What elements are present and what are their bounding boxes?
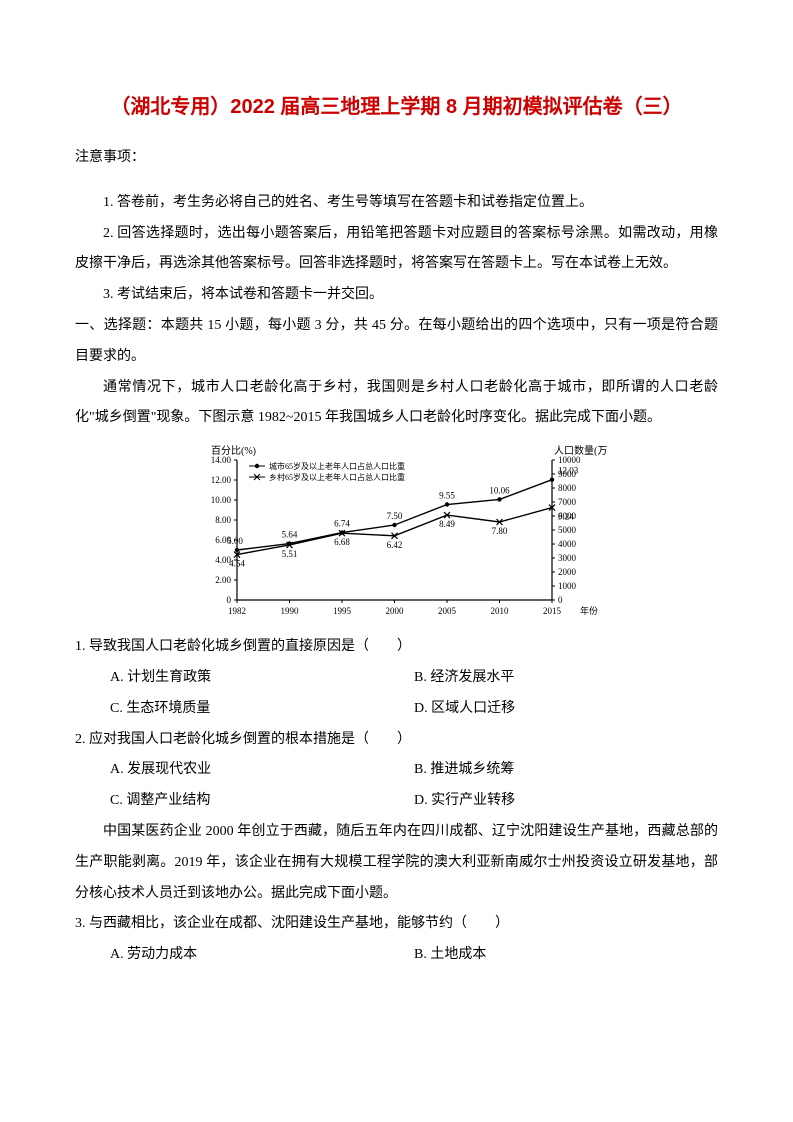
svg-text:1995: 1995	[333, 606, 352, 616]
notice-item-1: 1. 答卷前，考生务必将自己的姓名、考生号等填写在答题卡和试卷指定位置上。	[75, 188, 718, 219]
aging-chart: 百分比(%)人口数量(万人)02.004.006.008.0010.0012.0…	[187, 442, 607, 622]
question-2-options-row1: A. 发展现代农业 B. 推进城乡统筹	[75, 755, 718, 786]
svg-text:5.00: 5.00	[227, 536, 243, 546]
question-1-options-row2: C. 生态环境质量 D. 区域人口迁移	[75, 694, 718, 725]
svg-text:12.00: 12.00	[210, 475, 231, 485]
svg-text:乡村65岁及以上老年人口占总人口比重: 乡村65岁及以上老年人口占总人口比重	[269, 472, 405, 482]
svg-text:14.00: 14.00	[210, 455, 231, 465]
exam-title: （湖北专用）2022 届高三地理上学期 8 月期初模拟评估卷（三）	[75, 90, 718, 119]
svg-text:2000: 2000	[558, 567, 577, 577]
svg-text:0: 0	[558, 595, 563, 605]
svg-text:9.24: 9.24	[558, 512, 574, 522]
svg-text:5.51: 5.51	[281, 549, 297, 559]
svg-text:5000: 5000	[558, 525, 577, 535]
svg-text:1990: 1990	[280, 606, 299, 616]
svg-text:9.55: 9.55	[439, 491, 455, 501]
passage-2: 中国某医药企业 2000 年创立于西藏，随后五年内在四川成都、辽宁沈阳建设生产基…	[75, 817, 718, 909]
notice-item-2: 2. 回答选择题时，选出每小题答案后，用铅笔把答题卡对应题目的答案标号涂黑。如需…	[75, 219, 718, 281]
section-header: 一、选择题：本题共 15 小题，每小题 3 分，共 45 分。在每小题给出的四个…	[75, 311, 718, 373]
notice-label: 注意事项：	[75, 143, 718, 174]
question-3-options-row1: A. 劳动力成本 B. 土地成本	[75, 940, 718, 971]
question-2-stem: 2. 应对我国人口老龄化城乡倒置的根本措施是（ ）	[75, 725, 718, 756]
svg-text:1000: 1000	[558, 581, 577, 591]
svg-text:3000: 3000	[558, 553, 577, 563]
question-2-options-row2: C. 调整产业结构 D. 实行产业转移	[75, 786, 718, 817]
svg-text:7000: 7000	[558, 497, 577, 507]
q3-option-b: B. 土地成本	[414, 940, 718, 971]
svg-text:2000: 2000	[385, 606, 404, 616]
svg-text:6.74: 6.74	[334, 519, 350, 529]
q2-option-d: D. 实行产业转移	[414, 786, 718, 817]
chart-svg: 百分比(%)人口数量(万人)02.004.006.008.0010.0012.0…	[187, 442, 607, 622]
svg-text:年份: 年份	[580, 605, 598, 616]
q2-option-c: C. 调整产业结构	[110, 786, 414, 817]
question-1-stem: 1. 导致我国人口老龄化城乡倒置的直接原因是（ ）	[75, 632, 718, 663]
svg-text:10.00: 10.00	[210, 495, 231, 505]
q2-option-a: A. 发展现代农业	[110, 755, 414, 786]
svg-text:7.80: 7.80	[491, 526, 507, 536]
notice-item-3: 3. 考试结束后，将本试卷和答题卡一并交回。	[75, 280, 718, 311]
svg-text:8.00: 8.00	[215, 515, 231, 525]
svg-text:2015: 2015	[543, 606, 562, 616]
svg-text:12.03: 12.03	[558, 466, 579, 476]
question-1-options-row1: A. 计划生育政策 B. 经济发展水平	[75, 663, 718, 694]
q1-option-b: B. 经济发展水平	[414, 663, 718, 694]
svg-text:7.50: 7.50	[386, 511, 402, 521]
svg-text:1982: 1982	[228, 606, 246, 616]
svg-text:10.06: 10.06	[489, 486, 510, 496]
svg-text:10000: 10000	[558, 455, 581, 465]
question-3-stem: 3. 与西藏相比，该企业在成都、沈阳建设生产基地，能够节约（ ）	[75, 909, 718, 940]
q1-option-d: D. 区域人口迁移	[414, 694, 718, 725]
svg-text:2005: 2005	[438, 606, 457, 616]
q3-option-a: A. 劳动力成本	[110, 940, 414, 971]
svg-text:4.54: 4.54	[229, 559, 245, 569]
svg-text:2010: 2010	[490, 606, 509, 616]
q2-option-b: B. 推进城乡统筹	[414, 755, 718, 786]
svg-text:城市65岁及以上老年人口占总人口比重: 城市65岁及以上老年人口占总人口比重	[269, 461, 405, 471]
passage-1: 通常情况下，城市人口老龄化高于乡村，我国则是乡村人口老龄化高于城市，即所谓的人口…	[75, 373, 718, 435]
svg-text:2.00: 2.00	[215, 575, 231, 585]
svg-text:6.42: 6.42	[386, 540, 402, 550]
svg-text:8.49: 8.49	[439, 519, 455, 529]
svg-text:6.68: 6.68	[334, 537, 350, 547]
svg-text:4000: 4000	[558, 539, 577, 549]
q1-option-a: A. 计划生育政策	[110, 663, 414, 694]
svg-text:5.64: 5.64	[281, 530, 297, 540]
q1-option-c: C. 生态环境质量	[110, 694, 414, 725]
svg-text:8000: 8000	[558, 483, 577, 493]
svg-text:0: 0	[226, 595, 231, 605]
